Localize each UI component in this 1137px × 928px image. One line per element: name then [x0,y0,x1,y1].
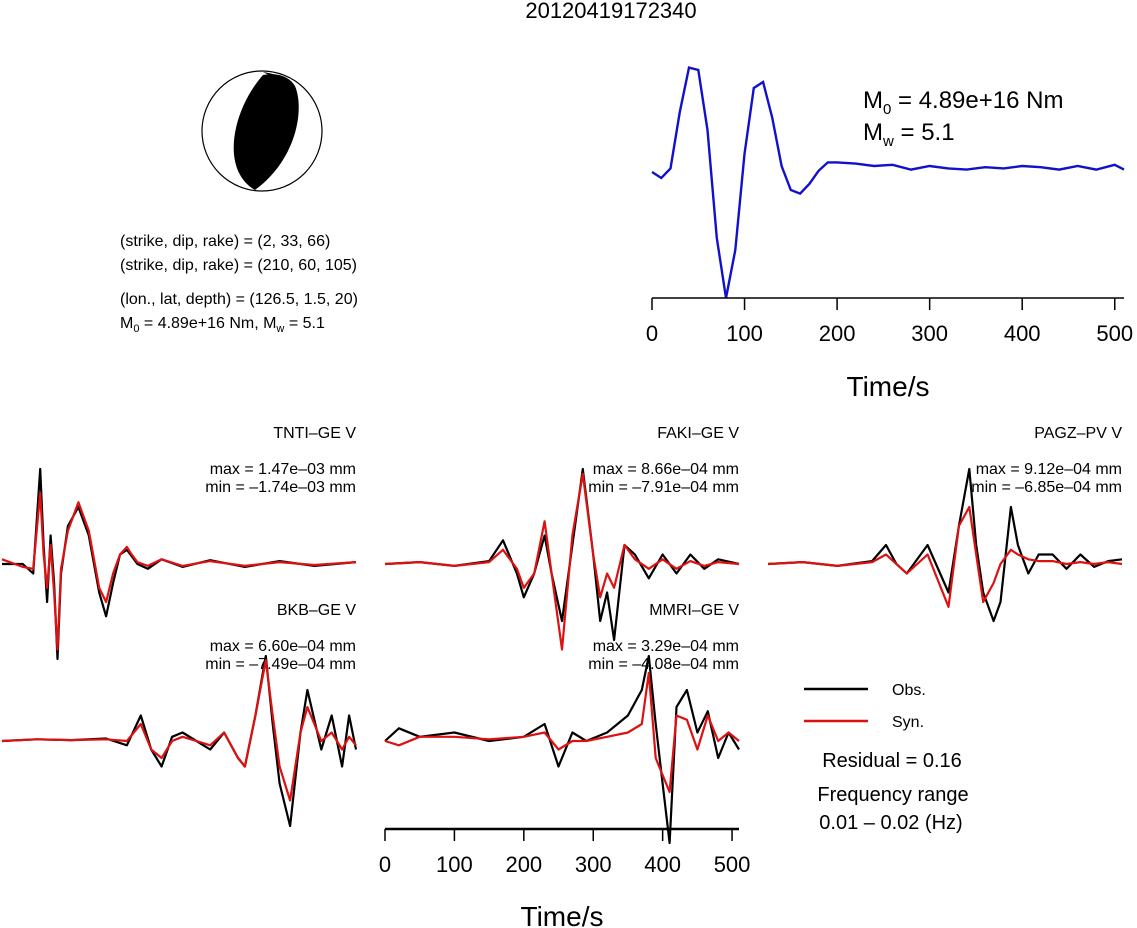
bottom-x-tick-label: 100 [436,852,473,877]
source-time-function-chart: 0 100 200 300 400 500 [646,66,1133,346]
station-max: max = 9.12e–04 mm [976,461,1122,478]
observed-waveform [1,654,358,828]
synthetic-waveform [1,659,357,802]
bottom-time-axis: 0 100 200 300 400 500 [379,827,751,877]
mechanism-line-1: (strike, dip, rake) = (2, 33, 66) [120,233,330,250]
bottom-x-tick-label: 300 [575,852,612,877]
synthetic-waveform [384,671,740,794]
mechanism-line-4: M0 = 4.89e+16 Nm, Mw = 5.1 [120,315,325,335]
bottom-x-tick-label: 0 [379,852,391,877]
beachball-compression-cap [263,72,292,82]
synthetic-waveform [1,491,357,651]
legend-obs-label: Obs. [892,682,926,699]
legend-residual: Residual = 0.16 [822,750,962,772]
station-name: MMRI–GE V [649,602,739,619]
station-min: min = –7.91e–04 mm [588,479,739,496]
legend: Obs. Syn. Residual = 0.16 Frequency rang… [804,682,969,834]
legend-frequency-range: 0.01 – 0.02 (Hz) [819,812,962,834]
figure-title: 20120419172340 [525,0,696,23]
bottom-x-tick-label: 400 [644,852,681,877]
station-max: max = 1.47e–03 mm [210,461,356,478]
station-max: max = 8.66e–04 mm [593,461,739,478]
station-name: PAGZ–PV V [1034,425,1122,442]
station-min: min = –1.74e–03 mm [205,479,356,496]
beachball-compression-lobe [233,74,299,190]
stf-x-tick-label: 500 [1096,321,1133,346]
bottom-x-tick-label: 500 [714,852,751,877]
mechanism-line-3: (lon., lat, depth) = (126.5, 1.5, 20) [120,291,358,308]
stf-m0-label: M0 = 4.89e+16 Nm [863,87,1063,118]
legend-frequency-title: Frequency range [817,784,968,806]
observed-waveform [384,654,740,845]
station-max: max = 6.60e–04 mm [210,638,356,655]
synthetic-waveform [384,472,740,651]
station-name: BKB–GE V [277,602,356,619]
station-name: FAKI–GE V [657,425,739,442]
stf-line [651,66,1125,299]
stf-x-axis-title: Time/s [847,371,930,402]
stf-x-tick-label: 0 [646,321,658,346]
bottom-x-tick-label: 200 [505,852,542,877]
station-min: min = –4.08e–04 mm [588,656,739,673]
stf-x-tick-label: 200 [819,321,856,346]
bottom-x-axis-title: Time/s [521,901,604,928]
station-name: TNTI–GE V [273,425,356,442]
mechanism-line-2: (strike, dip, rake) = (210, 60, 105) [120,257,357,274]
station-min: min = –6.85e–04 mm [971,479,1122,496]
stf-x-tick-label: 400 [1004,321,1041,346]
observed-waveform [767,467,1123,623]
station-min: min = –7.49e–04 mm [205,656,356,673]
stf-mw-label: Mw = 5.1 [863,119,955,150]
focal-mechanism [201,70,323,192]
synthetic-waveform [767,505,1123,608]
legend-syn-label: Syn. [892,714,924,731]
station-max: max = 3.29e–04 mm [593,638,739,655]
stf-x-tick-label: 300 [911,321,948,346]
stf-x-tick-label: 100 [726,321,763,346]
